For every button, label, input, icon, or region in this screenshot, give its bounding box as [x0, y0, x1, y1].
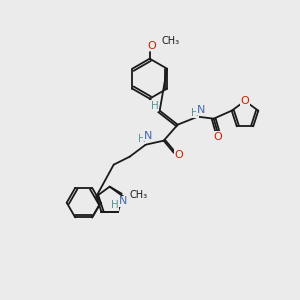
Text: O: O [241, 96, 249, 106]
Text: N: N [196, 105, 205, 115]
Text: H: H [111, 200, 119, 210]
Text: O: O [147, 41, 156, 51]
Text: N: N [119, 196, 127, 206]
Text: H: H [191, 108, 199, 118]
Text: CH₃: CH₃ [130, 190, 148, 200]
Text: H: H [138, 134, 146, 144]
Text: H: H [151, 101, 159, 111]
Text: O: O [174, 150, 183, 160]
Text: N: N [143, 131, 152, 141]
Text: CH₃: CH₃ [162, 36, 180, 46]
Text: O: O [213, 132, 222, 142]
